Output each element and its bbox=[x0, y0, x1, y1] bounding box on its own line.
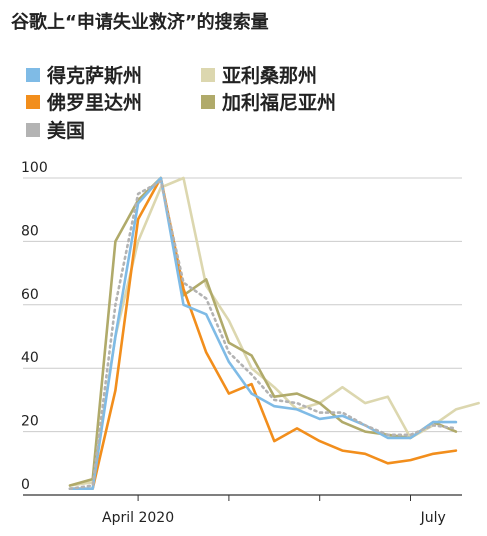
y-tick-label: 100 bbox=[21, 160, 48, 176]
series-line bbox=[68, 176, 458, 487]
x-tick-label: April 2020 bbox=[102, 510, 174, 526]
legend-swatch bbox=[201, 67, 215, 82]
y-tick-label: 20 bbox=[21, 414, 39, 430]
legend-label: 得克萨斯州 bbox=[47, 65, 143, 87]
y-tick-label: 0 bbox=[21, 477, 30, 493]
legend-label: 亚利桑那州 bbox=[222, 65, 318, 87]
legend-swatch bbox=[26, 67, 40, 82]
legend-swatch bbox=[201, 94, 215, 109]
legend-item-florida: 佛罗里达州 bbox=[26, 88, 142, 115]
series-line bbox=[68, 176, 458, 491]
legend-swatch bbox=[26, 94, 40, 109]
series-line bbox=[68, 179, 458, 491]
legend-item-usa: 美国 bbox=[26, 116, 85, 143]
y-tick-label: 60 bbox=[21, 287, 39, 303]
y-tick-label: 80 bbox=[21, 223, 39, 239]
chart-title: 谷歌上“申请失业救济”的搜索量 bbox=[11, 12, 269, 33]
legend-swatch bbox=[26, 122, 40, 137]
legend-label: 加利福尼亚州 bbox=[222, 92, 337, 114]
legend-item-arizona: 亚利桑那州 bbox=[201, 61, 317, 88]
legend-item-texas: 得克萨斯州 bbox=[26, 61, 142, 88]
y-tick-label: 40 bbox=[21, 350, 39, 366]
series-line bbox=[68, 176, 458, 491]
x-tick-label: July bbox=[420, 510, 446, 526]
legend-item-california: 加利福尼亚州 bbox=[201, 88, 336, 115]
legend-label: 美国 bbox=[47, 120, 86, 142]
legend-label: 佛罗里达州 bbox=[47, 92, 143, 114]
